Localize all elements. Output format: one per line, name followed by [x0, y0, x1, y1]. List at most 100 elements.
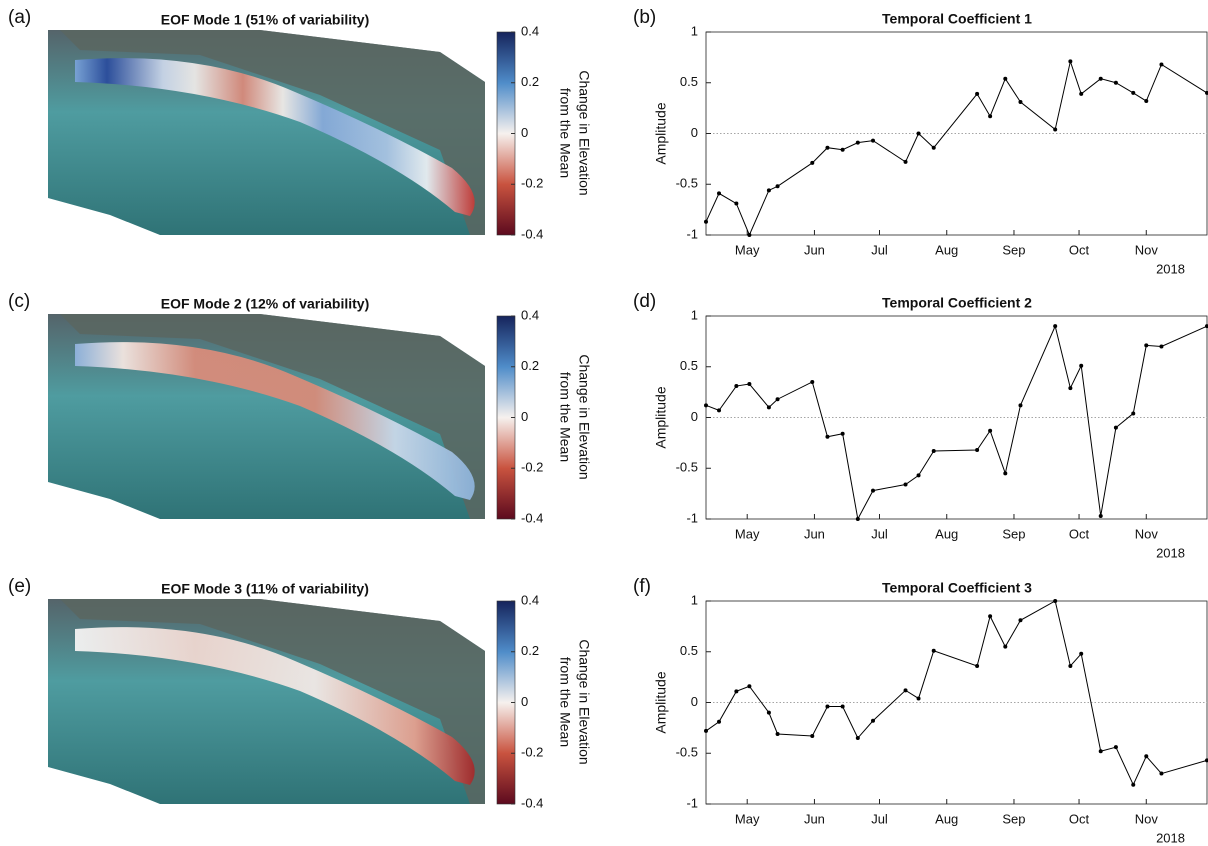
- data-point: [810, 733, 815, 738]
- y-tick-label: 0.5: [680, 74, 698, 89]
- y-axis-label: Amplitude: [653, 102, 669, 164]
- data-point: [1113, 425, 1118, 430]
- data-point: [1098, 76, 1103, 81]
- colorbar-label: Change in Elevation: [576, 70, 592, 195]
- data-point: [1053, 599, 1058, 603]
- x-tick-label: Nov: [1135, 242, 1159, 257]
- colorbar-tick-label: 0.2: [521, 358, 539, 373]
- data-point: [1053, 127, 1058, 132]
- land-area: [60, 30, 485, 235]
- year-label: 2018: [1156, 261, 1185, 276]
- x-tick-label: May: [735, 811, 760, 826]
- data-point: [975, 447, 980, 452]
- colorbar-tick-label: -0.2: [521, 176, 543, 191]
- x-tick-label: May: [735, 526, 760, 541]
- data-point: [1144, 99, 1149, 104]
- x-tick-label: Jul: [871, 242, 888, 257]
- data-point: [717, 191, 722, 196]
- year-label: 2018: [1156, 830, 1185, 845]
- data-point: [1003, 644, 1008, 649]
- data-point: [1131, 90, 1136, 95]
- colorbar-tick-label: 0: [521, 125, 528, 140]
- data-point: [916, 131, 921, 136]
- data-point: [825, 434, 830, 439]
- colorbar-tick-label: -0.4: [521, 510, 543, 525]
- data-point: [1205, 758, 1208, 763]
- x-tick-label: Sep: [1002, 242, 1025, 257]
- colorbar-label: from the Mean: [557, 88, 573, 178]
- year-label: 2018: [1156, 545, 1185, 560]
- data-point: [1053, 324, 1058, 329]
- y-tick-label: 0: [691, 125, 698, 140]
- colorbar-tick-label: -0.4: [521, 226, 543, 241]
- y-tick-label: -0.5: [676, 460, 698, 475]
- elevation-field: [75, 342, 475, 500]
- data-point: [747, 233, 752, 237]
- y-axis-label: Amplitude: [653, 671, 669, 733]
- data-point: [916, 473, 921, 478]
- data-point: [1113, 80, 1118, 85]
- data-point: [988, 614, 993, 619]
- data-point: [1144, 754, 1149, 759]
- data-point: [825, 704, 830, 709]
- data-point: [1144, 343, 1149, 348]
- data-point: [704, 728, 708, 733]
- x-tick-label: May: [735, 242, 760, 257]
- data-point: [704, 219, 708, 224]
- x-tick-label: Sep: [1002, 811, 1025, 826]
- y-tick-label: 1: [691, 307, 698, 322]
- x-tick-label: Jul: [871, 811, 888, 826]
- data-point: [1068, 663, 1073, 668]
- data-point: [1079, 651, 1084, 656]
- data-point: [903, 482, 908, 487]
- x-tick-label: Aug: [935, 811, 958, 826]
- colorbar-tick-label: 0.2: [521, 643, 539, 658]
- panel-label: (f): [633, 576, 651, 597]
- panel-label: (b): [633, 7, 656, 28]
- colorbar-tick-label: 0.4: [521, 592, 539, 607]
- data-point: [988, 428, 993, 433]
- x-tick-label: Aug: [935, 242, 958, 257]
- map-title: EOF Mode 1 (51% of variability): [161, 12, 370, 28]
- data-point: [825, 145, 830, 150]
- data-point: [734, 689, 739, 694]
- chart-title: Temporal Coefficient 2: [882, 295, 1032, 311]
- data-point: [1098, 513, 1103, 518]
- colorbar-label: Change in Elevation: [576, 354, 592, 479]
- x-tick-label: Oct: [1069, 242, 1090, 257]
- y-tick-label: -0.5: [676, 176, 698, 191]
- data-point: [704, 403, 708, 408]
- colorbar-tick-label: 0.4: [521, 23, 539, 38]
- data-point: [747, 382, 752, 387]
- y-tick-label: 0: [691, 694, 698, 709]
- y-tick-label: -1: [686, 795, 698, 810]
- panel-label: (c): [8, 291, 30, 312]
- y-tick-label: -0.5: [676, 745, 698, 760]
- map-image: [48, 314, 485, 519]
- x-tick-label: Jun: [804, 242, 825, 257]
- colorbar-label: from the Mean: [557, 372, 573, 462]
- data-point: [1018, 403, 1023, 408]
- panel-label: (a): [8, 7, 31, 28]
- data-point: [766, 710, 771, 715]
- data-point: [766, 405, 771, 410]
- data-point: [1113, 745, 1118, 750]
- x-tick-label: Jun: [804, 526, 825, 541]
- data-point: [1159, 771, 1164, 776]
- data-point: [1018, 618, 1023, 623]
- data-point: [903, 159, 908, 164]
- data-point: [775, 184, 780, 189]
- colorbar-label: Change in Elevation: [576, 639, 592, 764]
- data-point: [1068, 386, 1073, 391]
- colorbar-tick-label: -0.2: [521, 460, 543, 475]
- data-point: [775, 731, 780, 736]
- data-point: [1131, 411, 1136, 416]
- data-point: [931, 648, 936, 653]
- data-point: [871, 488, 875, 493]
- colorbar-tick-label: -0.4: [521, 795, 543, 810]
- map-image: [48, 599, 485, 804]
- x-tick-label: Jul: [871, 526, 888, 541]
- data-point: [931, 448, 936, 453]
- data-point: [1068, 59, 1073, 64]
